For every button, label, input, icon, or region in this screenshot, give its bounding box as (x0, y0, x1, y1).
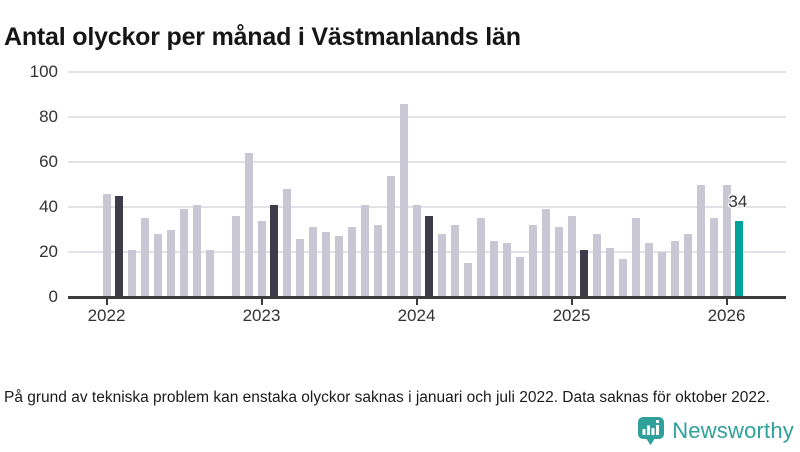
plot-area: 0 20 40 60 80 100 2022 2023 2024 2025 2026 34 (29, 62, 786, 325)
bar-2023-03 (283, 189, 292, 297)
y-axis-label: 60 (39, 152, 58, 171)
x-tick-mark (415, 299, 418, 305)
bar-2023-01 (257, 220, 266, 297)
bar-2024-10 (528, 225, 537, 297)
bar-2024-06 (477, 218, 486, 298)
bar-2025-03 (593, 234, 602, 297)
newsworthy-logo[interactable]: Newsworthy (637, 415, 794, 447)
x-axis-label: 2023 (242, 306, 281, 325)
bar-2024-04 (451, 225, 460, 297)
bar-2025-05 (619, 258, 628, 298)
bar-2025-04 (606, 247, 615, 297)
y-axis-label: 100 (29, 62, 58, 81)
bar-2023-06 (322, 231, 331, 298)
x-axis-label: 2024 (397, 306, 436, 325)
gridline (68, 116, 786, 118)
bar-2025-06 (632, 218, 641, 298)
x-tick-mark (725, 299, 728, 305)
gridline (68, 161, 786, 163)
x-axis-label: 2026 (707, 306, 746, 325)
newsworthy-bubble-chart-icon (637, 416, 665, 447)
bar-2024-05 (464, 263, 473, 298)
x-axis-label: 2022 (87, 306, 126, 325)
bar-2022-02 (115, 195, 124, 298)
chart-title: Antal olyckor per månad i Västmanlands l… (4, 22, 521, 51)
latest-value-label: 34 (728, 191, 748, 211)
newsworthy-logo-text: Newsworthy (672, 418, 794, 443)
y-axis-label: 20 (39, 242, 58, 261)
bar-2023-07 (335, 236, 343, 298)
bar-2022-01 (102, 193, 111, 297)
bar-2024-03 (438, 234, 447, 297)
bar-2024-01 (412, 204, 421, 298)
bar-2022-11 (231, 216, 240, 297)
bar-2025-07 (645, 243, 653, 297)
bar-2023-02 (270, 204, 279, 298)
bar-2024-08 (502, 243, 511, 297)
bar-2022-05 (154, 234, 163, 297)
bar-2026-02 (735, 220, 744, 297)
bar-2022-04 (141, 218, 150, 298)
bar-2024-09 (515, 256, 524, 297)
bar-2023-04 (296, 238, 305, 297)
bar-2024-11 (541, 209, 550, 298)
bar-2026-01 (722, 184, 731, 297)
bar-2025-02 (580, 249, 589, 298)
x-tick-mark (105, 299, 108, 305)
bar-2025-11 (696, 184, 705, 297)
bar-2025-08 (657, 252, 666, 297)
bar-2024-02 (425, 216, 434, 297)
x-axis-label: 2025 (552, 306, 591, 325)
bar-2022-07 (180, 209, 188, 298)
bar-2024-12 (554, 227, 563, 298)
y-axis-label: 80 (39, 107, 58, 126)
bar-2022-09 (205, 249, 214, 298)
bar-2025-01 (567, 216, 576, 297)
x-tick-mark (260, 299, 263, 305)
bar-2023-12 (399, 103, 408, 297)
x-tick-mark (570, 299, 573, 305)
bar-2025-09 (670, 240, 679, 298)
gridline (68, 71, 786, 73)
bar-2023-09 (360, 204, 369, 298)
gridline (68, 206, 786, 208)
bar-2024-07 (490, 240, 498, 298)
bar-2022-12 (244, 153, 253, 297)
y-axis-label: 0 (48, 287, 58, 306)
bar-2022-06 (167, 229, 176, 297)
footnote: På grund av tekniska problem kan enstaka… (4, 388, 770, 406)
bar-2025-12 (709, 218, 718, 298)
bar-2023-11 (386, 175, 395, 297)
bar-2023-05 (309, 227, 318, 298)
x-axis-line (68, 296, 786, 299)
bar-2022-03 (128, 249, 137, 298)
bar-2023-10 (373, 225, 382, 297)
bar-2022-08 (192, 204, 201, 298)
bar-2025-10 (683, 234, 692, 297)
bar-2023-08 (347, 227, 356, 298)
y-axis-label: 40 (39, 197, 58, 216)
